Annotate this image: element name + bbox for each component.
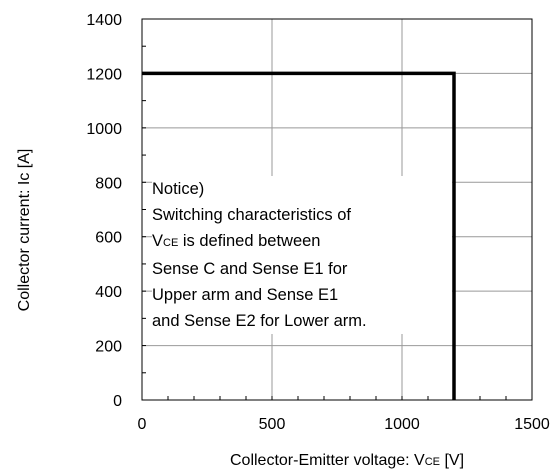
x-tick-label: 1500 xyxy=(514,416,550,433)
x-axis-title-unit: [V] xyxy=(440,452,464,469)
notice-line-1: Notice) xyxy=(152,180,205,198)
y-tick-label: 800 xyxy=(95,175,122,192)
y-tick-label: 1000 xyxy=(86,121,122,138)
series-line xyxy=(142,71,456,400)
notice-line-2: Switching characteristics of xyxy=(152,206,351,224)
y-axis-ticks: 0 200 400 600 800 1000 1200 1400 xyxy=(86,12,122,410)
notice-line-5: Upper arm and Sense E1 xyxy=(152,286,339,304)
y-tick-label: 0 xyxy=(113,393,122,410)
x-axis-ticks: 0 500 1000 1500 xyxy=(138,416,550,433)
y-tick-label: 400 xyxy=(95,284,122,301)
x-axis-title-subscript: CE xyxy=(425,456,440,468)
notice-line-4: Sense C and Sense E1 for xyxy=(152,260,348,278)
notice-line-3: VCE is defined between xyxy=(152,228,452,256)
notice-annotation: Notice) Switching characteristics of VCE… xyxy=(152,176,452,334)
notice-line-3-pre: V xyxy=(152,232,164,250)
x-tick-label: 1000 xyxy=(384,416,420,433)
y-tick-label: 200 xyxy=(95,339,122,356)
notice-line-3-subscript: CE xyxy=(163,237,179,249)
y-axis-title: Collector current: Ic [A] xyxy=(16,149,33,312)
x-axis-title-main: Collector-Emitter voltage: V xyxy=(230,452,425,469)
y-tick-label: 600 xyxy=(95,230,122,247)
plot-area-frame xyxy=(141,18,533,401)
y-tick-label: 1200 xyxy=(86,66,122,83)
y-tick-label: 1400 xyxy=(86,12,122,29)
x-axis-title: Collector-Emitter voltage: VCE [V] xyxy=(230,452,464,469)
x-tick-label: 500 xyxy=(259,416,286,433)
x-tick-label: 0 xyxy=(138,416,147,433)
notice-line-6: and Sense E2 for Lower arm. xyxy=(152,312,367,330)
notice-line-3-post: is defined between xyxy=(178,232,321,250)
series-lines xyxy=(142,71,456,400)
